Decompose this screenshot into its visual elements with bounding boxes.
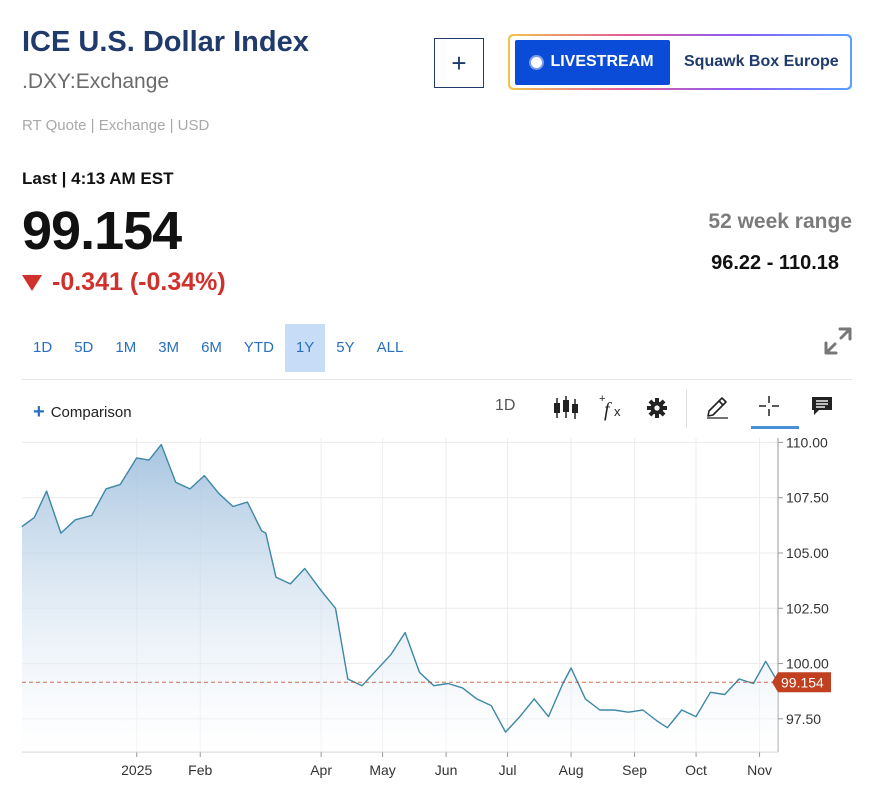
- ticker-symbol: .DXY:Exchange: [22, 70, 170, 93]
- last-price: 99.154: [22, 201, 182, 261]
- interval-selector[interactable]: 1D: [495, 397, 516, 414]
- add-to-watchlist-button[interactable]: +: [434, 38, 484, 88]
- x-tick-label: Feb: [188, 762, 212, 778]
- gear-icon[interactable]: [646, 397, 668, 419]
- x-tick-label: 2025: [121, 762, 152, 778]
- tab-1d[interactable]: 1D: [33, 339, 53, 356]
- last-value-label: 99.154: [781, 674, 824, 690]
- livestream-show-name[interactable]: Squawk Box Europe: [684, 53, 839, 70]
- x-tick-label: Oct: [685, 762, 707, 778]
- comparison-label: Comparison: [50, 404, 132, 421]
- livestream-banner[interactable]: LIVESTREAM Squawk Box Europe: [508, 34, 852, 90]
- livestream-button[interactable]: LIVESTREAM: [515, 39, 670, 85]
- x-tick-label: Jun: [435, 762, 458, 778]
- page-title: ICE U.S. Dollar Index: [22, 26, 309, 58]
- tab-1y[interactable]: 1Y: [284, 324, 326, 372]
- comment-annotation-icon[interactable]: [810, 394, 834, 418]
- y-tick-label: 110.00: [786, 434, 828, 450]
- last-quote-time: Last | 4:13 AM EST: [22, 169, 174, 188]
- y-tick-label: 97.50: [786, 711, 821, 727]
- y-tick-label: 102.50: [786, 600, 829, 616]
- x-tick-label: Jul: [499, 762, 517, 778]
- x-tick-label: Nov: [747, 762, 772, 778]
- series-line: [21, 443, 779, 733]
- price-change: -0.341 (-0.34%): [22, 268, 226, 297]
- down-arrow-icon: [22, 274, 42, 291]
- series-area: [22, 444, 778, 752]
- toolbar-divider: [686, 390, 687, 428]
- last-value-badge: [772, 672, 831, 693]
- price-change-value: -0.341 (-0.34%): [52, 268, 226, 296]
- live-dot-icon: [531, 56, 543, 68]
- svg-text:f: f: [604, 399, 612, 421]
- price-chart[interactable]: 110.00 107.50 105.00 102.50 100.00 97.50 2025 F…: [0, 430, 879, 789]
- x-tick-label: Sep: [622, 762, 647, 778]
- tab-6m[interactable]: 6M: [201, 339, 222, 356]
- y-tick-label: 105.00: [786, 545, 829, 561]
- crosshair-icon[interactable]: [757, 394, 781, 418]
- tab-3m[interactable]: 3M: [158, 339, 180, 356]
- x-tick-label: Apr: [310, 762, 332, 778]
- divider: [22, 379, 852, 380]
- tab-1m[interactable]: 1M: [115, 339, 137, 356]
- week-range-value: 96.22 - 110.18: [711, 252, 839, 274]
- livestream-label: LIVESTREAM: [550, 53, 654, 70]
- candlestick-icon[interactable]: [552, 396, 580, 420]
- quote-meta: RT Quote | Exchange | USD: [22, 117, 210, 134]
- week-range-label: 52 week range: [708, 210, 852, 233]
- indicators-fx-icon[interactable]: + f x: [598, 393, 626, 421]
- y-tick-label: 100.00: [786, 656, 829, 672]
- active-tool-indicator: [751, 426, 799, 429]
- plus-icon: +: [33, 401, 45, 423]
- svg-text:+: +: [599, 393, 605, 405]
- comparison-button[interactable]: + Comparison: [33, 401, 132, 424]
- tab-ytd[interactable]: YTD: [243, 339, 274, 356]
- expand-icon[interactable]: [822, 325, 854, 357]
- tab-5y[interactable]: 5Y: [336, 339, 355, 356]
- svg-text:x: x: [614, 404, 621, 419]
- y-tick-label: 107.50: [786, 490, 829, 506]
- pencil-draw-icon[interactable]: [704, 394, 730, 420]
- x-tick-label: May: [369, 762, 395, 778]
- x-tick-label: Aug: [559, 762, 584, 778]
- tab-5d[interactable]: 5D: [74, 339, 94, 356]
- tab-all[interactable]: ALL: [376, 339, 404, 356]
- time-range-tabs: 1D 5D 1M 3M 6M YTD 1Y 5Y ALL: [22, 324, 414, 372]
